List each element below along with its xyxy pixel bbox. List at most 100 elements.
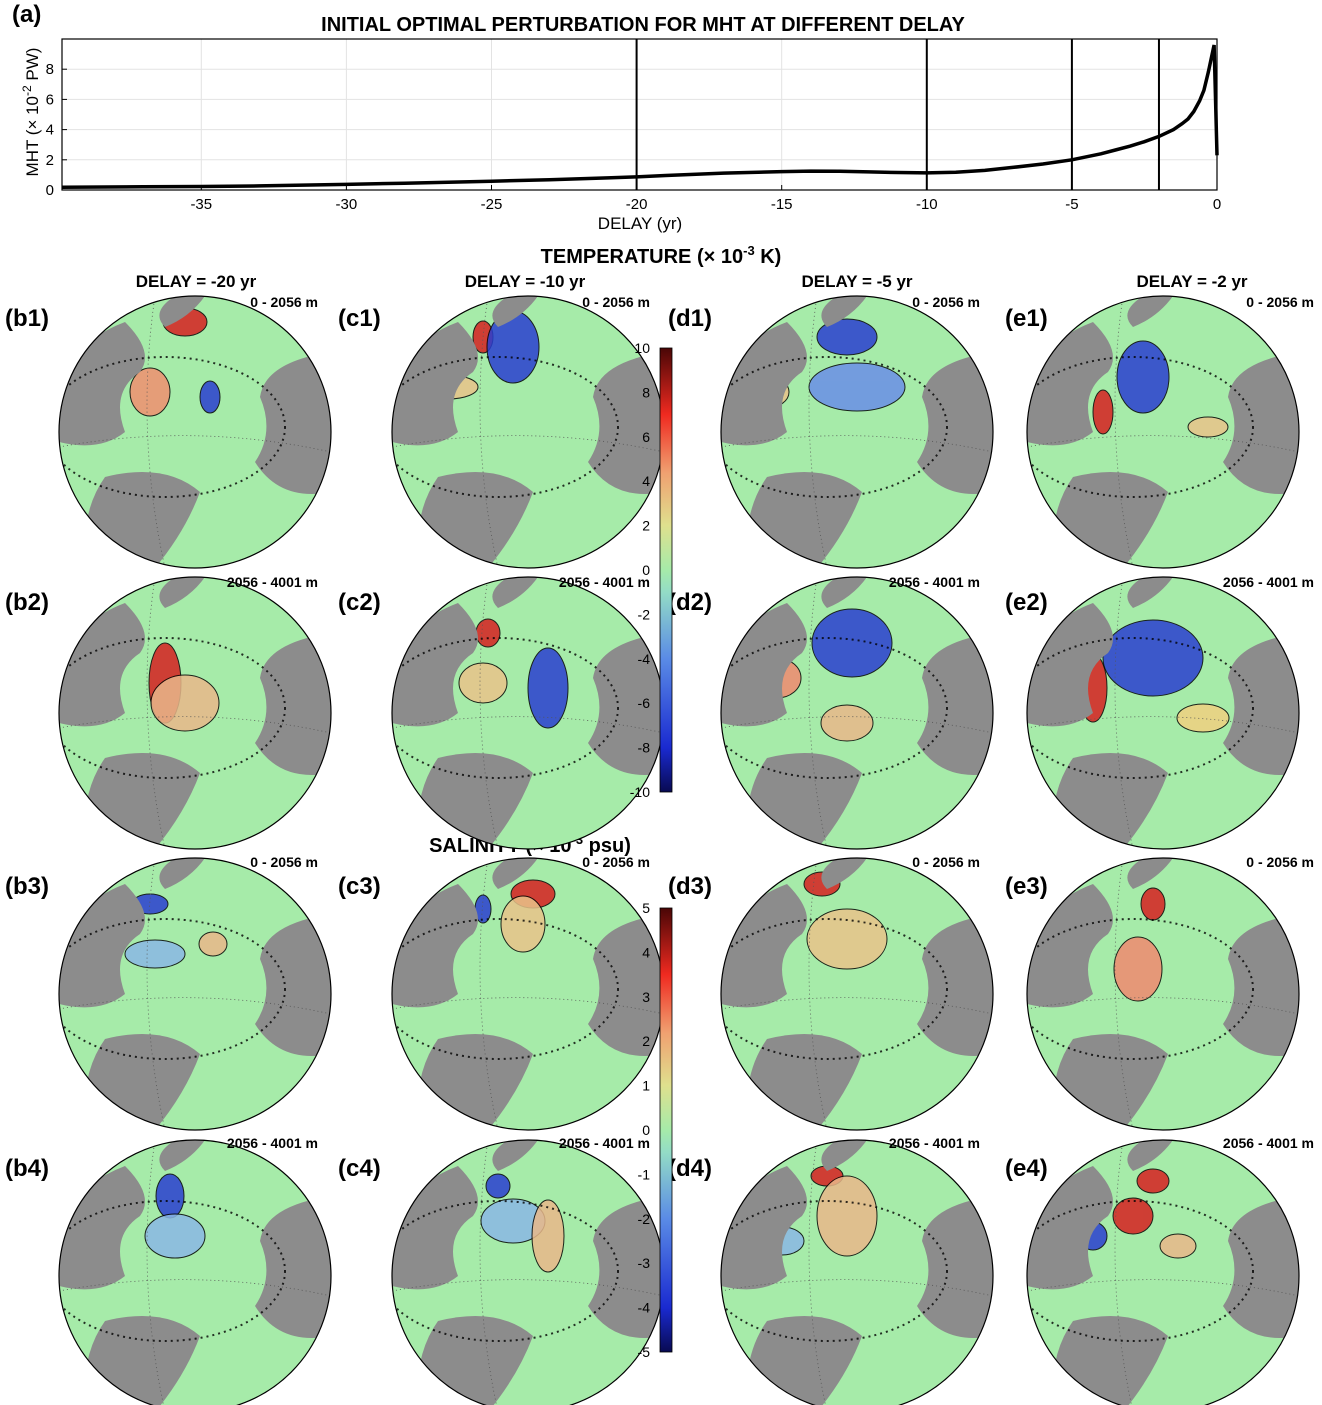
graticule-line [479, 1140, 499, 1405]
graticule-line [1027, 435, 1299, 453]
depth-label: 2056 - 4001 m [889, 574, 980, 590]
graticule-line [721, 716, 993, 734]
colorbar-tick-label: 10 [634, 340, 650, 356]
greenland-land [821, 1140, 867, 1171]
globe-outline [720, 857, 994, 1131]
greenland-land [159, 296, 205, 327]
anomaly-contour [816, 318, 878, 356]
anomaly-contour [808, 362, 906, 412]
africa-europe-land [1223, 914, 1299, 1056]
depth-label: 2056 - 4001 m [559, 574, 650, 590]
africa-europe-land [588, 352, 664, 494]
anomaly-contour [1092, 389, 1114, 435]
greenland-land [492, 858, 538, 889]
africa-europe-land [917, 352, 993, 494]
zero-contour [59, 918, 286, 1060]
y-tick-label: 8 [46, 61, 54, 78]
colorbar-tick-label: 4 [642, 473, 650, 489]
graticule-line [479, 577, 499, 849]
greenland-land [492, 577, 538, 608]
salinity-colorbar [659, 907, 673, 1353]
graticule-line [146, 577, 166, 849]
greenland-land [821, 577, 867, 608]
panel-label: (d2) [668, 589, 712, 616]
africa-europe-land [1223, 352, 1299, 494]
graticule-line [392, 716, 664, 734]
depth-label: 0 - 2056 m [1246, 854, 1314, 870]
globe-outline [1026, 1139, 1300, 1405]
anomaly-contour [155, 1173, 185, 1219]
globe-outline [720, 295, 994, 569]
globe-panel: (c4) 2056 - 4001 m [338, 1135, 665, 1405]
anomaly-contour [475, 618, 501, 648]
greenland-land [492, 296, 538, 327]
globe-panel: (e1) 0 - 2056 m [1005, 294, 1314, 569]
depth-label: 2056 - 4001 m [227, 574, 318, 590]
colorbar-tick-label: -4 [638, 1300, 651, 1316]
graticule-line [1027, 716, 1299, 734]
graticule-line [392, 435, 664, 453]
zero-contour [721, 356, 948, 498]
graticule-line [808, 1140, 828, 1405]
anomaly-contour [1187, 416, 1229, 438]
graticule-line [1114, 1140, 1134, 1405]
zero-contour [392, 918, 619, 1060]
greenland-land [159, 577, 205, 608]
depth-label: 0 - 2056 m [250, 294, 318, 310]
globe-outline [1026, 576, 1300, 850]
graticule-line [146, 296, 166, 568]
panel-label: (e2) [1005, 589, 1048, 616]
colorbar-tick-label: 5 [642, 900, 650, 916]
colorbar-tick-label: 0 [642, 562, 650, 578]
anomaly-contour [1159, 1233, 1197, 1259]
anomaly-contour [527, 647, 569, 729]
zero-contour [1027, 356, 1254, 498]
y-tick-label: 2 [46, 152, 54, 169]
colorbar-tick-label: -10 [630, 784, 650, 800]
depth-label: 0 - 2056 m [582, 854, 650, 870]
graticule-line [146, 858, 166, 1130]
graticule-line [721, 435, 993, 453]
x-tick-label: -20 [626, 196, 648, 213]
depth-label: 0 - 2056 m [912, 854, 980, 870]
graticule-line [1027, 1279, 1299, 1297]
depth-label: 0 - 2056 m [912, 294, 980, 310]
africa-europe-land [917, 633, 993, 775]
depth-label: 2056 - 4001 m [559, 1135, 650, 1151]
salinity-colorbar-ticks: 5 4 3 2 1 0 -1 -2 -3 -4 -5 [638, 900, 651, 1360]
zero-contour [721, 637, 948, 779]
africa-europe-land [255, 914, 331, 1056]
panel-label: (e1) [1005, 305, 1048, 332]
anomaly-contour [485, 1173, 511, 1199]
panel-label: (b4) [5, 1155, 49, 1182]
graticule-line [808, 577, 828, 849]
africa-europe-land [255, 352, 331, 494]
globe-outline [58, 576, 332, 850]
globe-outline [720, 576, 994, 850]
graticule-line [1114, 577, 1134, 849]
zero-contour [392, 1200, 619, 1342]
colorbar-tick-label: -6 [638, 695, 651, 711]
africa-europe-land [255, 1196, 331, 1338]
depth-label: 2056 - 4001 m [1223, 574, 1314, 590]
column-header-4: DELAY = -2 yr [1136, 272, 1247, 291]
africa-europe-land [1223, 633, 1299, 775]
globe-panel: (c1) 0 - 2056 m [338, 294, 665, 569]
anomaly-contour [811, 608, 893, 678]
panel-label: (d1) [668, 305, 712, 332]
anomaly-contour [1112, 1197, 1154, 1235]
y-tick-label: 0 [46, 182, 54, 199]
depth-label: 0 - 2056 m [1246, 294, 1314, 310]
anomaly-contour [1136, 1168, 1170, 1194]
zero-contour [59, 356, 286, 498]
colorbar-tick-label: 1 [642, 1078, 650, 1094]
graticule-line [808, 858, 828, 1130]
mht-line-chart: (a) INITIAL OPTIMAL PERTURBATION FOR MHT… [12, 1, 1221, 233]
greenland-land [159, 1140, 205, 1171]
depth-label: 2056 - 4001 m [1223, 1135, 1314, 1151]
globe-panel: (e3) 0 - 2056 m [1005, 854, 1314, 1131]
mht-series-line [61, 44, 1219, 190]
globe-panel: (c2) 2056 - 4001 m [338, 574, 665, 850]
zero-contour [721, 918, 948, 1060]
